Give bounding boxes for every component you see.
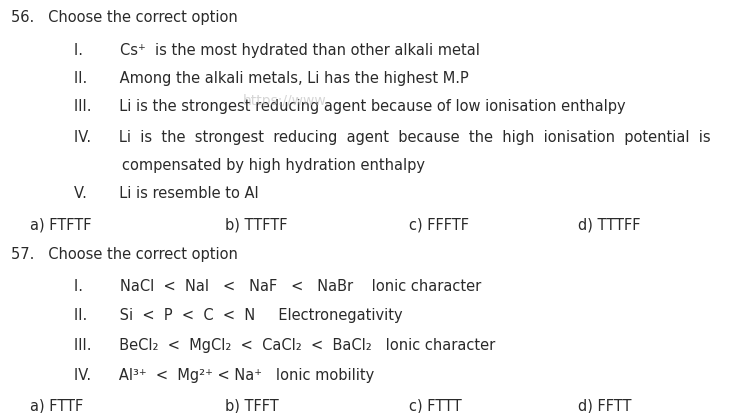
Text: b) TFFT: b) TFFT [225, 399, 279, 413]
Text: a) FTFTF: a) FTFTF [29, 218, 91, 233]
Text: a) FTTF: a) FTTF [29, 399, 83, 413]
Text: 56.   Choose the correct option: 56. Choose the correct option [11, 10, 238, 25]
Text: I.        Cs⁺  is the most hydrated than other alkali metal: I. Cs⁺ is the most hydrated than other a… [74, 43, 480, 57]
Text: III.      Li is the strongest reducing agent because of low ionisation enthalpy: III. Li is the strongest reducing agent … [74, 99, 626, 114]
Text: II.       Among the alkali metals, Li has the highest M.P: II. Among the alkali metals, Li has the … [74, 71, 469, 86]
Text: https://www.: https://www. [243, 94, 330, 108]
Text: II.       Si  <  P  <  C  <  N     Electronegativity: II. Si < P < C < N Electronegativity [74, 309, 403, 323]
Text: b) TTFTF: b) TTFTF [225, 218, 287, 233]
Text: IV.      Al³⁺  <  Mg²⁺ < Na⁺   Ionic mobility: IV. Al³⁺ < Mg²⁺ < Na⁺ Ionic mobility [74, 368, 374, 382]
Text: compensated by high hydration enthalpy: compensated by high hydration enthalpy [122, 158, 424, 173]
Text: d) FFTT: d) FFTT [578, 399, 632, 413]
Text: d) TTTFF: d) TTTFF [578, 218, 641, 233]
Text: c) FTTT: c) FTTT [409, 399, 461, 413]
Text: 57.   Choose the correct option: 57. Choose the correct option [11, 247, 238, 262]
Text: III.      BeCl₂  <  MgCl₂  <  CaCl₂  <  BaCl₂   Ionic character: III. BeCl₂ < MgCl₂ < CaCl₂ < BaCl₂ Ionic… [74, 338, 495, 353]
Text: I.        NaCl  <  NaI   <   NaF   <   NaBr    Ionic character: I. NaCl < NaI < NaF < NaBr Ionic charact… [74, 279, 481, 294]
Text: V.       Li is resemble to Al: V. Li is resemble to Al [74, 186, 258, 201]
Text: IV.      Li  is  the  strongest  reducing  agent  because  the  high  ionisation: IV. Li is the strongest reducing agent b… [74, 130, 710, 145]
Text: c) FFFTF: c) FFFTF [409, 218, 469, 233]
